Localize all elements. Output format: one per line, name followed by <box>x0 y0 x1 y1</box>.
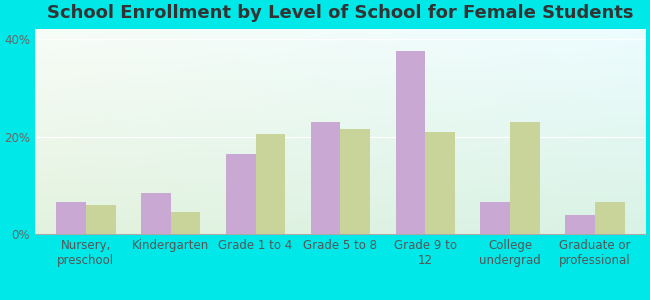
Title: School Enrollment by Level of School for Female Students: School Enrollment by Level of School for… <box>47 4 634 22</box>
Bar <box>425 132 455 234</box>
Bar <box>566 214 595 234</box>
Bar <box>141 193 171 234</box>
Bar <box>396 51 425 234</box>
Bar <box>480 202 510 234</box>
Bar <box>86 205 116 234</box>
Bar <box>171 212 200 234</box>
Bar <box>311 122 341 234</box>
Bar <box>255 134 285 234</box>
Bar <box>341 129 370 234</box>
Bar <box>595 202 625 234</box>
Bar <box>57 202 86 234</box>
Bar <box>510 122 540 234</box>
Bar <box>226 154 255 234</box>
